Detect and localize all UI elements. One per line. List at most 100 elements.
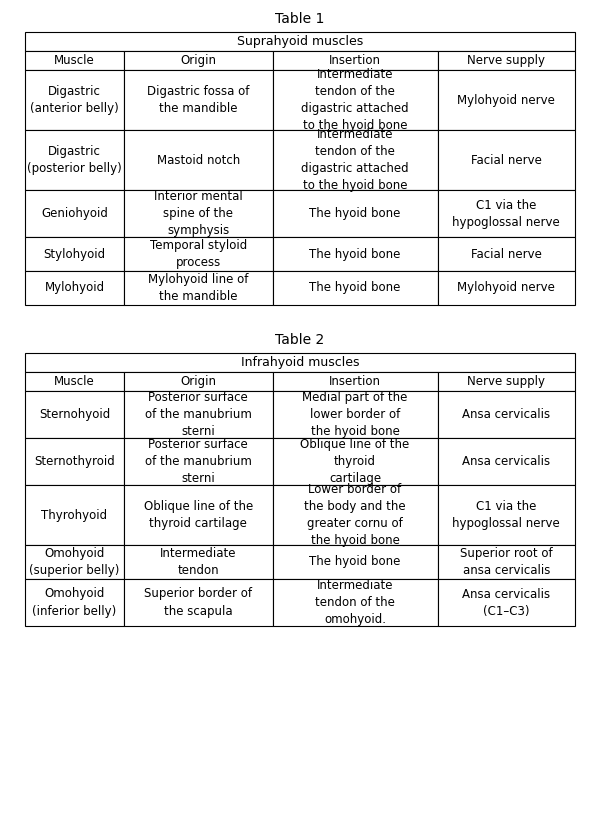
Text: C1 via the
hypoglossal nerve: C1 via the hypoglossal nerve <box>452 199 560 228</box>
Text: Intermediate
tendon of the
digastric attached
to the hyoid bone: Intermediate tendon of the digastric att… <box>301 128 409 192</box>
Text: Suprahyoid muscles: Suprahyoid muscles <box>237 35 363 48</box>
Text: Sternothyroid: Sternothyroid <box>34 455 115 468</box>
Text: Interior mental
spine of the
symphysis: Interior mental spine of the symphysis <box>154 190 242 237</box>
Bar <box>437 438 575 485</box>
Bar <box>124 70 272 130</box>
Bar <box>25 51 124 70</box>
Text: Table 2: Table 2 <box>275 333 325 347</box>
Text: Lower border of
the body and the
greater cornu of
the hyoid bone: Lower border of the body and the greater… <box>304 483 406 547</box>
Text: Medial part of the
lower border of
the hyoid bone: Medial part of the lower border of the h… <box>302 391 407 438</box>
Bar <box>124 372 272 391</box>
Bar <box>272 372 437 391</box>
Text: Digastric fossa of
the mandible: Digastric fossa of the mandible <box>147 85 250 115</box>
Text: The hyoid bone: The hyoid bone <box>310 247 401 260</box>
Text: The hyoid bone: The hyoid bone <box>310 207 401 220</box>
Text: Digastric
(anterior belly): Digastric (anterior belly) <box>30 85 119 115</box>
Bar <box>437 485 575 545</box>
Bar <box>272 545 437 579</box>
Text: Temporal styloid
process: Temporal styloid process <box>149 239 247 269</box>
Text: Intermediate
tendon of the
omohyoid.: Intermediate tendon of the omohyoid. <box>315 579 395 626</box>
Bar <box>272 190 437 237</box>
Text: Facial nerve: Facial nerve <box>471 247 542 260</box>
Text: Oblique line of the
thyroid cartilage: Oblique line of the thyroid cartilage <box>143 500 253 530</box>
Text: Thyrohyoid: Thyrohyoid <box>41 508 107 522</box>
Text: Ansa cervicalis: Ansa cervicalis <box>462 408 550 421</box>
Bar <box>272 51 437 70</box>
Bar <box>124 545 272 579</box>
Bar <box>437 271 575 305</box>
Bar <box>124 391 272 438</box>
Bar <box>272 391 437 438</box>
Bar <box>124 130 272 190</box>
Bar <box>437 70 575 130</box>
Bar <box>272 579 437 626</box>
Bar <box>124 579 272 626</box>
Text: Posterior surface
of the manubrium
sterni: Posterior surface of the manubrium stern… <box>145 391 251 438</box>
Bar <box>272 70 437 130</box>
Bar <box>272 130 437 190</box>
Bar <box>437 579 575 626</box>
Text: The hyoid bone: The hyoid bone <box>310 555 401 569</box>
Text: Geniohyoid: Geniohyoid <box>41 207 108 220</box>
Bar <box>437 545 575 579</box>
Bar <box>437 190 575 237</box>
Text: Origin: Origin <box>180 375 216 388</box>
Bar <box>25 438 124 485</box>
Bar <box>272 271 437 305</box>
Text: The hyoid bone: The hyoid bone <box>310 282 401 294</box>
Bar <box>25 130 124 190</box>
Bar <box>124 190 272 237</box>
Bar <box>272 237 437 271</box>
Bar <box>25 190 124 237</box>
Bar <box>437 391 575 438</box>
Text: Sternohyoid: Sternohyoid <box>39 408 110 421</box>
Text: Nerve supply: Nerve supply <box>467 375 545 388</box>
Bar <box>25 353 575 372</box>
Text: Ansa cervicalis
(C1–C3): Ansa cervicalis (C1–C3) <box>462 588 550 617</box>
Text: Mylohyoid nerve: Mylohyoid nerve <box>457 282 555 294</box>
Text: Insertion: Insertion <box>329 375 381 388</box>
Text: Omohyoid
(superior belly): Omohyoid (superior belly) <box>29 547 119 577</box>
Text: Intermediate
tendon: Intermediate tendon <box>160 547 236 577</box>
Text: Omohyoid
(inferior belly): Omohyoid (inferior belly) <box>32 588 116 617</box>
Bar <box>437 51 575 70</box>
Bar <box>124 438 272 485</box>
Text: Digastric
(posterior belly): Digastric (posterior belly) <box>27 145 122 175</box>
Text: Mylohyoid: Mylohyoid <box>44 282 104 294</box>
Text: C1 via the
hypoglossal nerve: C1 via the hypoglossal nerve <box>452 500 560 530</box>
Bar <box>25 545 124 579</box>
Bar <box>25 271 124 305</box>
Bar <box>25 485 124 545</box>
Text: Origin: Origin <box>180 54 216 67</box>
Text: Insertion: Insertion <box>329 54 381 67</box>
Text: Superior border of
the scapula: Superior border of the scapula <box>144 588 252 617</box>
Bar <box>124 237 272 271</box>
Bar <box>124 485 272 545</box>
Text: Nerve supply: Nerve supply <box>467 54 545 67</box>
Bar <box>25 237 124 271</box>
Bar <box>25 391 124 438</box>
Bar <box>124 51 272 70</box>
Text: Muscle: Muscle <box>54 54 95 67</box>
Bar <box>437 372 575 391</box>
Bar <box>124 271 272 305</box>
Bar <box>272 485 437 545</box>
Text: Ansa cervicalis: Ansa cervicalis <box>462 455 550 468</box>
Bar <box>437 237 575 271</box>
Text: Mastoid notch: Mastoid notch <box>157 153 240 166</box>
Text: Mylohyoid nerve: Mylohyoid nerve <box>457 93 555 106</box>
Text: Posterior surface
of the manubrium
sterni: Posterior surface of the manubrium stern… <box>145 438 251 485</box>
Bar <box>25 70 124 130</box>
Text: Superior root of
ansa cervicalis: Superior root of ansa cervicalis <box>460 547 553 577</box>
Text: Infrahyoid muscles: Infrahyoid muscles <box>241 356 359 369</box>
Bar <box>437 130 575 190</box>
Text: Stylohyoid: Stylohyoid <box>43 247 106 260</box>
Text: Mylohyoid line of
the mandible: Mylohyoid line of the mandible <box>148 273 248 303</box>
Bar <box>25 32 575 51</box>
Bar <box>25 579 124 626</box>
Text: Intermediate
tendon of the
digastric attached
to the hyoid bone: Intermediate tendon of the digastric att… <box>301 68 409 132</box>
Text: Facial nerve: Facial nerve <box>471 153 542 166</box>
Bar <box>25 372 124 391</box>
Bar <box>272 438 437 485</box>
Text: Oblique line of the
thyroid
cartilage: Oblique line of the thyroid cartilage <box>301 438 410 485</box>
